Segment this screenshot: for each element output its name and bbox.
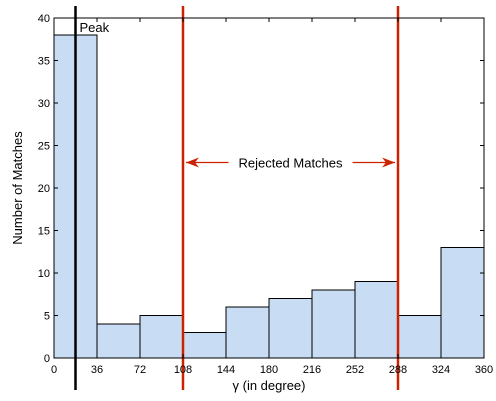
y-tick-label: 35 xyxy=(38,56,50,68)
y-tick-label: 15 xyxy=(38,226,50,238)
x-axis-ticks: 0 36 72 108 144 180 216 252 288 324 360 xyxy=(51,18,493,376)
x-tick-label: 180 xyxy=(260,364,278,376)
x-tick-label: 0 xyxy=(51,364,57,376)
left-arrowhead-icon xyxy=(186,157,199,168)
y-tick-label: 40 xyxy=(38,13,50,25)
bar-216-252 xyxy=(311,289,356,359)
x-tick-label: 216 xyxy=(303,364,321,376)
bar-324-360 xyxy=(440,247,485,359)
bars-group xyxy=(53,34,485,359)
x-tick-label: 324 xyxy=(432,364,450,376)
y-tick-label: 0 xyxy=(44,353,50,365)
y-axis-ticks: 0 5 10 15 20 25 30 35 40 xyxy=(38,13,484,365)
bar-180-216 xyxy=(268,298,313,359)
x-tick-label: 360 xyxy=(475,364,493,376)
x-tick-label: 108 xyxy=(174,364,192,376)
y-axis-label: Number of Matches xyxy=(10,131,25,245)
x-tick-label: 252 xyxy=(346,364,364,376)
bar-72-108 xyxy=(139,315,184,359)
bar-144-180 xyxy=(225,306,270,359)
bar-288-324 xyxy=(397,315,442,359)
y-tick-label: 20 xyxy=(38,183,50,195)
bar-36-72 xyxy=(96,323,141,359)
peak-label: Peak xyxy=(80,20,110,35)
x-axis-label: γ (in degree) xyxy=(233,378,306,393)
x-tick-label: 144 xyxy=(217,364,235,376)
rejected-matches-label: Rejected Matches xyxy=(238,156,343,171)
annotations-group: Peak Rejected Matches xyxy=(74,6,400,390)
bar-252-288 xyxy=(354,281,399,359)
y-tick-label: 5 xyxy=(44,311,50,323)
x-tick-label: 288 xyxy=(389,364,407,376)
x-tick-label: 36 xyxy=(91,364,103,376)
y-tick-label: 30 xyxy=(38,98,50,110)
y-tick-label: 10 xyxy=(38,268,50,280)
right-arrowhead-icon xyxy=(382,157,395,168)
bar-108-144 xyxy=(182,332,227,359)
y-tick-label: 25 xyxy=(38,141,50,153)
x-tick-label: 72 xyxy=(134,364,146,376)
